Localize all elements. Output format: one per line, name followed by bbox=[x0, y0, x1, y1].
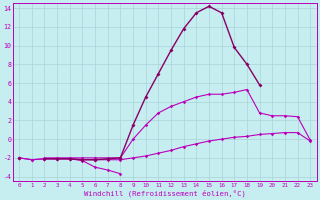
X-axis label: Windchill (Refroidissement éolien,°C): Windchill (Refroidissement éolien,°C) bbox=[84, 189, 246, 197]
